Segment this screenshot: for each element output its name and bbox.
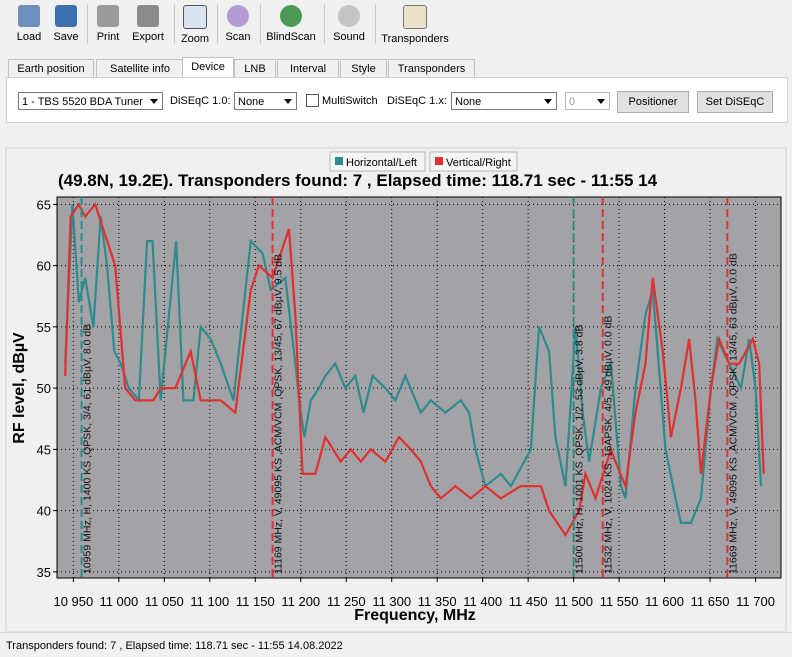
transponder-label: 10959 MHz, H, 1400 KS ,QPSK, 3/4, 61 dBµ…: [82, 324, 94, 574]
label: BlindScan: [266, 31, 316, 43]
y-tick-label: 40: [37, 504, 51, 519]
set-diseqc-button[interactable]: Set DiSEqC: [697, 91, 773, 113]
transponder-label: 11669 MHz, V, 49095 KS ,ACM/VCM ,QPSK, 1…: [727, 253, 739, 574]
tab[interactable]: Earth position: [8, 59, 94, 78]
label: Export: [132, 31, 164, 43]
x-axis-label: Frequency, MHz: [354, 607, 476, 624]
x-tick-label: 11 100: [190, 594, 229, 609]
x-tick-label: 11 250: [327, 594, 366, 609]
label: Zoom: [180, 33, 210, 45]
diseqc1x-select[interactable]: None: [451, 92, 557, 110]
sound-button[interactable]: Sound: [330, 2, 368, 46]
y-axis-label: RF level, dBµV: [11, 332, 28, 444]
x-tick-label: 10 950: [53, 594, 93, 609]
tab[interactable]: Style: [340, 59, 387, 78]
tab[interactable]: Transponders: [388, 59, 475, 78]
y-tick-label: 45: [37, 442, 51, 457]
icon: [338, 5, 360, 27]
icon: [403, 5, 427, 29]
y-tick-label: 60: [37, 259, 51, 274]
load-button[interactable]: Load: [12, 2, 46, 46]
scan-button[interactable]: Scan: [221, 2, 255, 46]
y-tick-label: 35: [37, 565, 51, 580]
transponder-label: 11532 MHz, V, 1024 KS ,16APSK, 4/5, 49 d…: [603, 316, 615, 574]
transponder-label: 11500 MHz, H, 1001 KS ,QPSK, 1/2, 53 dBµ…: [574, 325, 586, 574]
print-button[interactable]: Print: [91, 2, 125, 46]
legend-box: [329, 151, 426, 172]
transponders-button[interactable]: Transponders: [380, 2, 450, 46]
tab[interactable]: LNB: [234, 59, 276, 78]
plot-content: 10959 MHz, H, 1400 KS ,QPSK, 3/4, 61 dBµ…: [64, 197, 765, 578]
diseqc10-select[interactable]: None: [234, 92, 297, 110]
label: Print: [96, 31, 120, 43]
x-tick-label: 11 600: [645, 594, 684, 609]
separator: [174, 4, 175, 44]
chart-title: (49.8N, 19.2E). Transponders found: 7 , …: [58, 171, 658, 190]
zoom-button[interactable]: Zoom: [178, 2, 212, 46]
blindscan-button[interactable]: BlindScan: [264, 2, 318, 46]
x-tick-label: 11 550: [600, 594, 639, 609]
icon: [183, 5, 207, 29]
label: DiSEqC 1.x:: [387, 95, 447, 107]
legend-swatch: [335, 157, 343, 165]
separator: [375, 4, 376, 44]
legend-box: [429, 151, 518, 172]
separator: [87, 4, 88, 44]
x-tick-label: 11 300: [372, 594, 411, 609]
x-tick-label: 11 500: [554, 594, 593, 609]
x-tick-label: 11 000: [99, 594, 138, 609]
x-tick-label: 11 450: [509, 594, 548, 609]
x-tick-label: 11 200: [281, 594, 320, 609]
status-text: Transponders found: 7 , Elapsed time: 11…: [6, 640, 343, 652]
x-tick-label: 11 050: [145, 594, 184, 609]
legend-label: Horizontal/Left: [346, 157, 417, 169]
label: Transponders: [381, 33, 449, 45]
icon: [97, 5, 119, 27]
icon: [137, 5, 159, 27]
legend-label: Vertical/Right: [446, 157, 511, 169]
y-tick-label: 65: [37, 197, 51, 212]
tab-active[interactable]: Device: [182, 57, 234, 79]
tab[interactable]: Satellite info: [96, 59, 184, 78]
positioner-button[interactable]: Positioner: [617, 91, 689, 113]
spinner[interactable]: 0: [565, 92, 610, 110]
label: Scan: [225, 31, 251, 43]
x-tick-label: 11 150: [236, 594, 275, 609]
x-tick-label: 11 400: [463, 594, 502, 609]
icon: [55, 5, 77, 27]
series-line: [64, 202, 765, 538]
label: Load: [16, 31, 42, 43]
icon: [18, 5, 40, 27]
icon: [280, 5, 302, 27]
tab[interactable]: Interval: [277, 59, 339, 78]
label: Sound: [333, 31, 365, 43]
x-tick-label: 11 350: [418, 594, 457, 609]
y-tick-label: 55: [37, 320, 51, 335]
label: DiSEqC 1.0:: [170, 95, 231, 107]
x-tick-label: 11 700: [736, 594, 775, 609]
icon: [227, 5, 249, 27]
checkbox[interactable]: [306, 94, 319, 107]
legend-swatch: [435, 157, 443, 165]
x-tick-label: 11 650: [691, 594, 730, 609]
save-button[interactable]: Save: [49, 2, 83, 46]
separator: [324, 4, 325, 44]
label: MultiSwitch: [322, 95, 378, 107]
y-tick-label: 50: [37, 381, 51, 396]
export-button[interactable]: Export: [128, 2, 168, 46]
tuner-select[interactable]: 1 - TBS 5520 BDA Tuner: [18, 92, 163, 110]
transponder-label: 11169 MHz, V, 49095 KS ,ACM/VCM ,QPSK, 1…: [273, 254, 285, 574]
separator: [217, 4, 218, 44]
separator: [260, 4, 261, 44]
status-bar: Transponders found: 7 , Elapsed time: 11…: [0, 632, 792, 657]
label: Save: [53, 31, 79, 43]
